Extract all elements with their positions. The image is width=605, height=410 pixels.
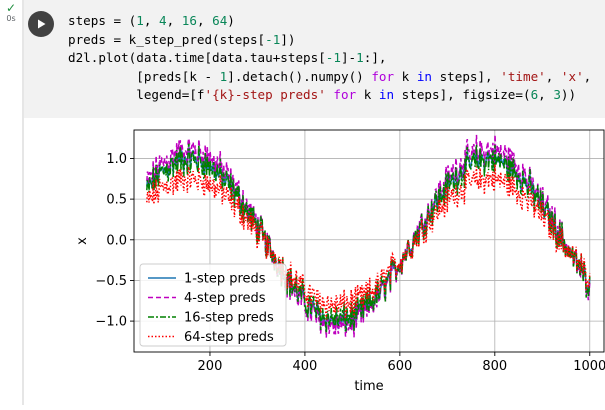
code-token: -1 <box>325 50 341 66</box>
check-icon: ✓ <box>5 1 17 15</box>
axes-frame <box>133 129 605 353</box>
code-token: 'time' <box>500 68 546 84</box>
y-tick-label: −1.0 <box>95 315 127 330</box>
series-group <box>146 134 591 338</box>
code-token: preds = k_step_pred(steps[ <box>68 31 266 47</box>
x-tick-label: 400 <box>292 359 317 374</box>
code-line: preds = k_step_pred(steps[-1]) <box>68 32 295 47</box>
y-tick-label: 0.5 <box>106 193 127 208</box>
code-token: steps], <box>431 68 501 84</box>
cell-status: ✓ 0s <box>2 2 20 24</box>
code-token: , <box>538 87 554 103</box>
code-token: k <box>356 87 379 103</box>
y-tick-label: 0.0 <box>106 233 127 248</box>
cell-output: 200 400 600 800 1000 −1.0 −0.5 0.0 0.5 1.0 time x 1-… <box>24 118 605 405</box>
code-token: ) <box>227 13 235 28</box>
code-token: 'x' <box>560 68 584 84</box>
x-tick-label: 800 <box>482 359 507 374</box>
y-tick-label: 1.0 <box>106 152 127 167</box>
code-token: , <box>583 68 592 84</box>
code-token: 64 <box>212 13 228 28</box>
code-token: 16 <box>181 13 197 28</box>
line-chart: 200 400 600 800 1000 −1.0 −0.5 0.0 0.5 1.0 time x 1-… <box>75 129 605 394</box>
code-token: k <box>394 68 417 84</box>
code-token: for <box>371 68 395 84</box>
code-token: , <box>166 13 182 28</box>
code-token: [preds[k - <box>68 68 220 84</box>
cell-gutter: ✓ 0s <box>0 0 22 405</box>
y-axis-label: x <box>75 237 90 245</box>
x-axis-label: time <box>354 379 383 394</box>
y-tick-label: −0.5 <box>95 274 127 289</box>
series-line <box>146 143 591 333</box>
x-tick-label: 200 <box>198 359 223 374</box>
execution-time: 0s <box>6 14 16 23</box>
code-token: , <box>545 68 561 84</box>
code-token: steps], figsize=( <box>394 87 531 103</box>
code-line: steps = (1, 4, 16, 64) <box>68 13 235 28</box>
code-token: in <box>378 87 395 103</box>
code-line: d2l.plot(data.time[data.tau+steps[-1]-1:… <box>68 50 386 65</box>
code-token: in <box>416 68 432 84</box>
code-token: , <box>196 13 213 28</box>
code-token: 1 <box>136 13 144 28</box>
cell-focus-bar <box>22 0 24 405</box>
code-token: 1 <box>356 50 364 66</box>
code-token: d2l.plot(data.time[data.tau+steps[ <box>68 50 326 66</box>
legend-label: 1-step preds <box>184 272 266 287</box>
legend-label: 4-step preds <box>184 291 266 306</box>
code-token: for <box>333 87 357 103</box>
code-token: )) <box>560 87 577 103</box>
code-token: ]) <box>280 31 296 47</box>
code-token: legend=[f <box>68 87 205 103</box>
legend-label: 64-step preds <box>184 330 274 345</box>
code-line: legend=[f'{k}-step preds' for k in steps… <box>68 87 576 102</box>
x-tick-label: 600 <box>387 359 412 374</box>
code-cell[interactable] <box>24 0 605 118</box>
series-line <box>146 164 591 320</box>
legend: 1-step preds 4-step preds 16-step preds 64-… <box>139 263 287 347</box>
code-line: [preds[k - 1].detach().numpy() for k in … <box>68 69 591 84</box>
run-cell-button[interactable] <box>28 11 54 37</box>
legend-label: 16-step preds <box>184 311 274 326</box>
code-token: :], <box>363 50 387 66</box>
code-editor[interactable]: steps = (1, 4, 16, 64) preds = k_step_pr… <box>68 12 591 105</box>
code-token: 6 <box>530 87 539 103</box>
code-token: 1 <box>219 68 228 84</box>
code-token: '{k}-step preds' <box>204 87 326 103</box>
code-token: , <box>143 13 160 28</box>
code-token: -1 <box>265 31 281 47</box>
code-token: 3 <box>553 87 561 103</box>
legend-box <box>139 263 287 347</box>
x-tick-label: 1000 <box>573 359 605 374</box>
code-token: ].detach().numpy() <box>227 68 372 84</box>
code-token: 4 <box>159 13 167 28</box>
code-token: ]- <box>340 50 357 66</box>
code-token: steps = ( <box>68 13 137 28</box>
play-icon <box>38 19 46 29</box>
